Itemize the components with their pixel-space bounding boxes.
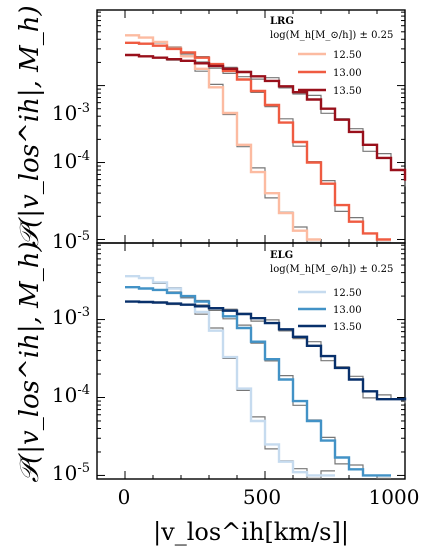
panel-elg-legend-subtitle: log(M_h[M_⊙/h]) ± 0.25: [270, 264, 393, 275]
panel-lrg-legend: LRG log(M_h[M_⊙/h]) ± 0.25 12.50 13.00 1…: [270, 16, 393, 97]
panel-elg-ytick-label-1e-5: 10-5: [52, 461, 90, 485]
legend-label-lrg-13-50: 13.50: [333, 86, 362, 97]
panel-lrg-legend-subtitle: log(M_h[M_⊙/h]) ± 0.25: [270, 30, 393, 41]
xtick-label-0: 0: [118, 485, 131, 509]
series-elg-12-50-measured: [125, 275, 335, 479]
xtick-label-500: 500: [243, 485, 281, 509]
legend-label-elg-12-50: 12.50: [333, 288, 362, 299]
legend-label-elg-13-00: 13.00: [333, 305, 362, 316]
panel-elg-ytick-label-1e-3: 10-3: [52, 305, 90, 329]
panel-elg-legend: ELG log(M_h[M_⊙/h]) ± 0.25 12.50 13.00 1…: [270, 250, 393, 333]
panel-lrg-frame: [96, 9, 406, 244]
panel-lrg-ytick-label-1e-4: 10-4: [52, 149, 90, 173]
panel-lrg-ytick-label-1e-3: 10-3: [52, 101, 90, 125]
panel-lrg-legend-title: LRG: [270, 16, 294, 27]
series-lrg-13-50: [125, 53, 407, 181]
panel-lrg-y-ticks: [97, 11, 405, 240]
series-elg-12-50: [125, 275, 335, 477]
panel-lrg: 10-3 10-4 10-5 LRG log(M_h[M_⊙/h]) ± 0.2…: [15, 5, 407, 253]
panel-elg-frame: [96, 242, 406, 480]
panel-elg-legend-title: ELG: [270, 250, 293, 261]
panel-elg-series: [125, 275, 407, 479]
panel-lrg-series: [125, 34, 407, 243]
series-lrg-13-00: [125, 41, 391, 241]
legend-label-elg-13-50: 13.50: [333, 322, 362, 333]
panel-elg-y-axis-label: 𝒫(|v_los^ih|, M_h): [15, 241, 45, 482]
legend-label-lrg-12-50: 12.50: [333, 50, 362, 61]
legend-label-lrg-13-00: 13.00: [333, 68, 362, 79]
series-elg-13-50: [125, 300, 407, 401]
series-lrg-12-50: [125, 34, 321, 241]
panel-lrg-ytick-label-1e-5: 10-5: [52, 229, 90, 253]
x-axis-label: |v_los^ih[km/s]|: [153, 518, 349, 547]
panel-elg-ytick-label-1e-4: 10-4: [52, 383, 90, 407]
series-lrg-13-50-measured: [125, 54, 406, 187]
xtick-label-1000: 1000: [369, 485, 420, 509]
panel-elg-y-ticks: [97, 244, 405, 476]
series-elg-13-00: [125, 286, 391, 477]
panel-elg: 10-3 10-4 10-5 ELG log(M_h[M_⊙/h]) ± 0.2…: [15, 241, 419, 547]
panel-lrg-y-axis-label: 𝒫(|v_los^ih|, M_h): [15, 5, 45, 246]
